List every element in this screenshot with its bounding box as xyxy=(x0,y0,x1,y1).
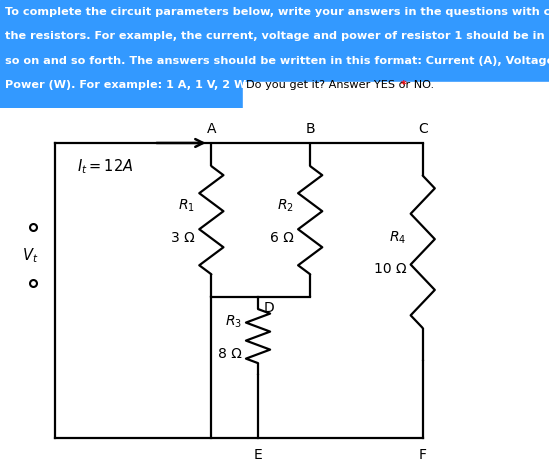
Text: the resistors. For example, the current, voltage and power of resistor 1 should : the resistors. For example, the current,… xyxy=(5,31,549,41)
Text: B: B xyxy=(305,122,315,136)
Text: so on and so forth. The answers should be written in this format: Current (A), V: so on and so forth. The answers should b… xyxy=(5,56,549,66)
Text: $R_4$: $R_4$ xyxy=(389,230,406,246)
Text: F: F xyxy=(419,448,427,459)
Text: 8 Ω: 8 Ω xyxy=(218,347,242,361)
Text: $I_t = 12A$: $I_t = 12A$ xyxy=(77,157,133,176)
Text: A: A xyxy=(206,122,216,136)
Text: Power (W). For example: 1 A, 1 V, 2 W.: Power (W). For example: 1 A, 1 V, 2 W. xyxy=(5,80,250,90)
Text: To complete the circuit parameters below, write your answers in the questions wi: To complete the circuit parameters below… xyxy=(5,7,549,17)
Text: D: D xyxy=(264,301,274,315)
Text: Do you get it? Answer YES or NO.: Do you get it? Answer YES or NO. xyxy=(246,80,434,90)
Text: *: * xyxy=(397,80,407,90)
Bar xyxy=(243,82,549,108)
Text: 6 Ω: 6 Ω xyxy=(270,231,294,245)
Text: E: E xyxy=(254,448,262,459)
Text: 10 Ω: 10 Ω xyxy=(374,263,406,276)
Text: $R_1$: $R_1$ xyxy=(178,198,195,214)
Text: $R_2$: $R_2$ xyxy=(277,198,294,214)
Text: $R_3$: $R_3$ xyxy=(225,314,242,330)
Text: 3 Ω: 3 Ω xyxy=(171,231,195,245)
Text: $V_t$: $V_t$ xyxy=(22,246,38,265)
Text: C: C xyxy=(418,122,428,136)
